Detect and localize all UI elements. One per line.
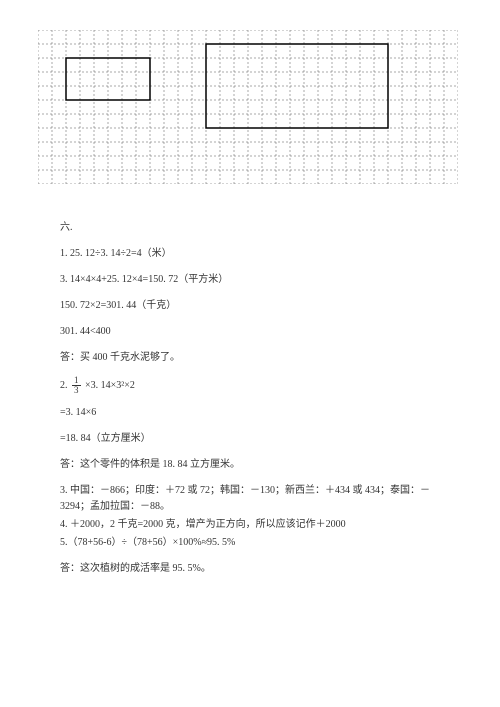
content-region: 六. 1. 25. 12÷3. 14÷2=4（米） 3. 14×4×4+25. …	[60, 220, 440, 587]
line-1-2: 3. 14×4×4+25. 12×4=150. 72（平方米）	[60, 272, 440, 288]
section-heading: 六.	[60, 220, 440, 236]
line-2-1: 2. 1 3 ×3. 14×3²×2	[60, 376, 440, 395]
line-2-2: =3. 14×6	[60, 405, 440, 421]
answer-5: 答：这次植树的成活率是 95. 5%。	[60, 561, 440, 577]
line-4: 4. ＋2000，2 千克=2000 克，增产为正方向，所以应该记作＋2000	[60, 517, 440, 533]
answer-2: 答：这个零件的体积是 18. 84 立方厘米。	[60, 457, 440, 473]
line-1-1: 1. 25. 12÷3. 14÷2=4（米）	[60, 246, 440, 262]
line-3: 3. 中国：－866；印度：＋72 或 72；韩国：－130；新西兰：＋434 …	[60, 483, 440, 515]
fraction-icon: 1 3	[72, 376, 81, 395]
line-1-3: 150. 72×2=301. 44（千克）	[60, 298, 440, 314]
line-2-prefix: 2.	[60, 380, 68, 391]
line-2-suffix: ×3. 14×3²×2	[85, 380, 135, 391]
answer-1: 答：买 400 千克水泥够了。	[60, 350, 440, 366]
line-2-3: =18. 84（立方厘米）	[60, 431, 440, 447]
grid-diagram	[38, 30, 458, 184]
line-5: 5.（78+56-6）÷（78+56）×100%≈95. 5%	[60, 535, 440, 551]
grid-svg	[38, 30, 458, 184]
fraction-den: 3	[72, 386, 81, 395]
line-1-4: 301. 44<400	[60, 324, 440, 340]
